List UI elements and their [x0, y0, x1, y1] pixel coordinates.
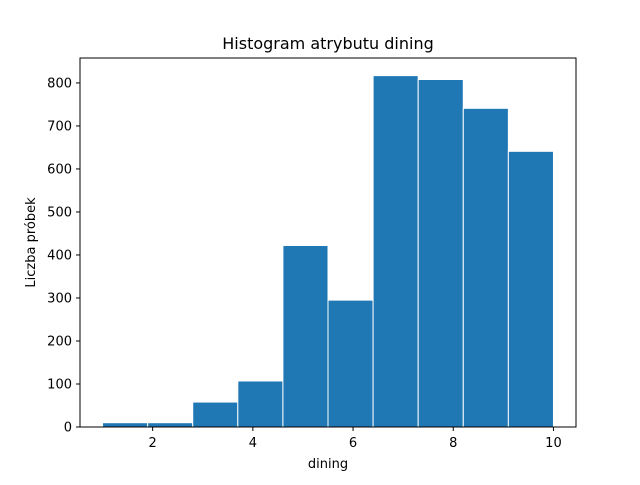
histogram-bar: [372, 75, 419, 428]
axes-frame: [79, 57, 577, 428]
y-tick-label: 0: [64, 421, 72, 436]
x-tick-label: 4: [249, 436, 257, 451]
y-tick-label: 800: [47, 76, 72, 91]
x-tick-label: 10: [545, 436, 562, 451]
x-ticks-group: 2 4 6 8 10: [149, 427, 562, 451]
histogram-bar: [147, 422, 194, 428]
histogram-bar: [462, 107, 509, 428]
x-tick-label: 8: [449, 436, 457, 451]
y-tick-label: 100: [47, 377, 72, 392]
y-axis-label: Liczba próbek: [24, 197, 39, 288]
x-tick-label: 6: [349, 436, 357, 451]
y-tick-label: 500: [47, 205, 72, 220]
histogram-bar: [192, 401, 239, 428]
y-tick-label: 600: [47, 162, 72, 177]
y-ticks-group: 0 100 200 300 400 500 600 700 800: [47, 76, 80, 436]
histogram-bar: [507, 150, 554, 428]
x-tick-label: 2: [149, 436, 157, 451]
histogram-bar: [417, 79, 464, 428]
y-tick-label: 700: [47, 119, 72, 134]
histogram-bar: [327, 299, 374, 428]
y-tick-label: 300: [47, 291, 72, 306]
y-tick-label: 200: [47, 334, 72, 349]
bars-group: [102, 75, 554, 428]
histogram-bar: [102, 422, 149, 428]
y-tick-label: 400: [47, 248, 72, 263]
x-axis-label: dining: [308, 457, 348, 472]
chart-title: Histogram atrybutu dining: [222, 34, 434, 53]
histogram-bar: [282, 245, 329, 428]
histogram-bar: [237, 380, 284, 428]
